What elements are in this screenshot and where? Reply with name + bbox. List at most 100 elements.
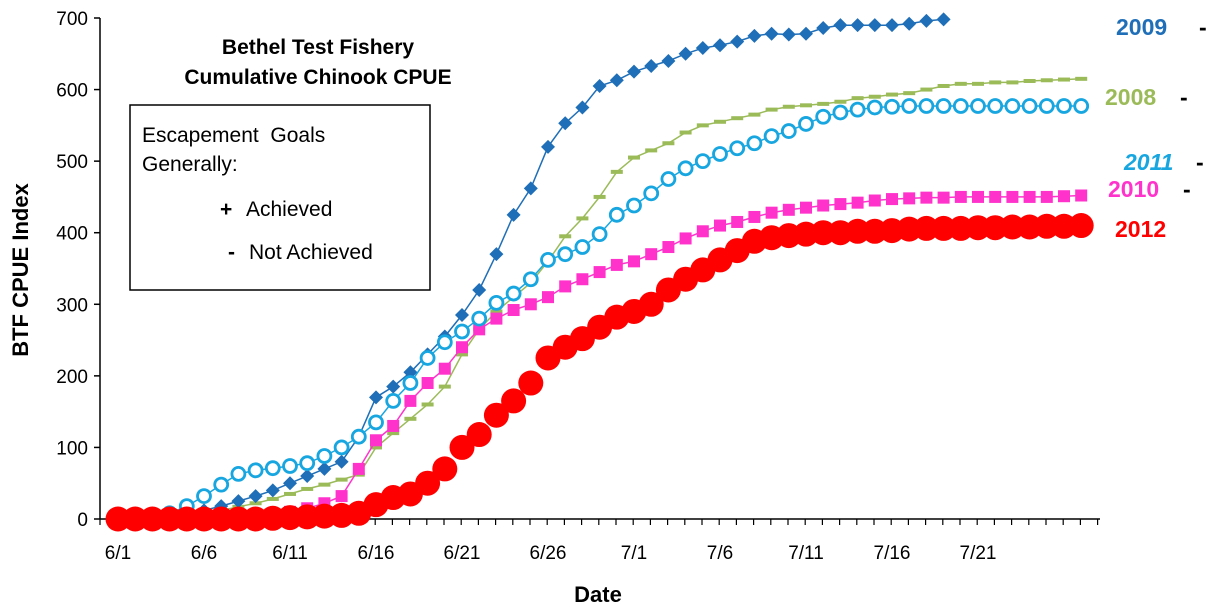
data-point [471, 310, 488, 327]
data-point [954, 81, 967, 86]
series-status-2009: - [1199, 14, 1207, 40]
data-point [833, 18, 848, 33]
data-point [781, 27, 796, 42]
data-point [815, 108, 832, 125]
data-point [913, 215, 939, 241]
data-point [317, 461, 332, 476]
data-point [488, 294, 505, 311]
data-point [935, 98, 952, 114]
data-point [472, 282, 487, 297]
data-point [466, 422, 492, 448]
data-point [174, 506, 200, 532]
data-point [764, 26, 779, 41]
data-point [231, 494, 246, 509]
data-point [139, 506, 165, 532]
data-point [731, 116, 744, 121]
data-point [370, 445, 382, 450]
data-point [593, 194, 606, 199]
data-point [645, 248, 658, 261]
data-point [989, 190, 1002, 203]
data-point [507, 304, 520, 317]
data-point [542, 291, 554, 304]
data-point [454, 323, 470, 340]
data-point [712, 146, 728, 162]
data-point [747, 28, 762, 43]
data-point [731, 215, 744, 228]
data-point [902, 16, 917, 31]
legend-box: Escapement Goals Generally: + Achieved -… [129, 104, 431, 291]
data-point [1034, 213, 1060, 239]
data-point [523, 181, 538, 196]
data-point [746, 135, 763, 152]
data-point [283, 476, 297, 491]
legend-heading-line1: Escapement Goals [142, 124, 325, 147]
y-tick-label: 600 [56, 81, 88, 102]
series-2011 [110, 98, 1090, 527]
data-point [248, 489, 263, 504]
data-point [456, 352, 468, 357]
data-point [987, 98, 1004, 114]
data-point [1004, 98, 1021, 114]
data-point [483, 402, 509, 428]
x-tick-label: 6/6 [191, 543, 217, 564]
data-point [196, 488, 212, 504]
data-point [208, 506, 234, 532]
data-point [816, 21, 831, 36]
data-point [335, 490, 348, 503]
data-point [385, 393, 402, 409]
x-tick-label: 6/26 [530, 543, 567, 564]
data-point [627, 64, 641, 79]
data-point [122, 506, 148, 532]
chart-title: Bethel Test Fishery [222, 36, 414, 59]
chart-subtitle: Cumulative Chinook CPUE [184, 66, 451, 89]
data-point [225, 506, 251, 532]
data-point [885, 18, 899, 33]
x-tick-label: 7/1 [621, 543, 647, 564]
data-point [799, 26, 813, 41]
data-point [1023, 78, 1036, 83]
legend-not-achieved-text: Not Achieved [249, 241, 373, 264]
data-point [679, 130, 692, 135]
data-point [438, 384, 451, 389]
y-axis-title: BTF CPUE Index [8, 182, 33, 356]
data-point [456, 341, 468, 354]
data-point [866, 99, 883, 116]
data-point [1023, 190, 1036, 203]
data-point [817, 199, 830, 212]
data-point [1073, 98, 1090, 114]
data-point [644, 58, 659, 73]
data-point [918, 98, 935, 114]
series-labels: 2009 -2008 -2011 -2010 -2012 [1105, 14, 1207, 242]
data-point [800, 201, 812, 214]
data-point [662, 241, 675, 254]
data-point [628, 255, 640, 268]
series-status-2008: - [1180, 84, 1188, 110]
data-point [919, 13, 934, 28]
data-point [249, 501, 262, 506]
series-label-2011: 2011 [1123, 149, 1173, 175]
y-tick-label: 500 [56, 152, 88, 173]
data-point [540, 252, 556, 268]
data-point [931, 215, 957, 241]
axes: 0 100 200 300 400 500 600 700 6/1 6/6 6/11 6/16 6/21… [56, 9, 1100, 564]
data-point [1040, 78, 1053, 83]
data-point [404, 416, 417, 421]
data-point [318, 482, 331, 487]
data-point [884, 98, 900, 115]
data-point [765, 206, 778, 219]
data-point [402, 375, 419, 391]
data-point [678, 46, 693, 61]
data-point [559, 280, 572, 293]
data-point [369, 390, 383, 405]
data-point [333, 439, 350, 456]
data-point [850, 18, 865, 33]
data-point [593, 266, 606, 279]
data-point [415, 470, 441, 496]
data-point [765, 107, 778, 112]
data-point [592, 78, 607, 93]
data-point [501, 388, 527, 414]
data-point [438, 362, 451, 375]
data-point [748, 112, 761, 117]
data-point [714, 119, 726, 124]
data-point [954, 190, 967, 203]
